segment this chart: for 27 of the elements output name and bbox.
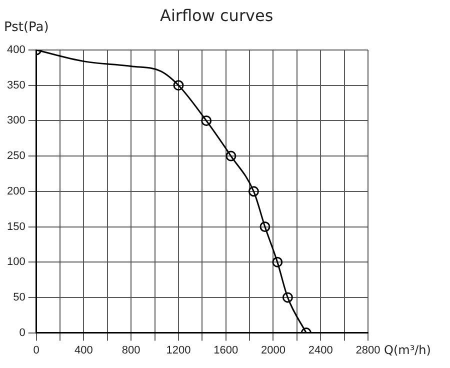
x-tick-label: 1600 — [214, 344, 238, 356]
x-axis-title: Q(m³/h) — [384, 343, 431, 357]
y-tick-label: 0 — [19, 326, 26, 339]
point — [282, 292, 293, 303]
x-tick-label: 1200 — [166, 344, 191, 356]
x-tick-label: 2000 — [261, 344, 286, 356]
y-tick-label: 350 — [6, 79, 26, 92]
point — [272, 256, 283, 268]
point — [201, 115, 212, 126]
y-tick-label: 100 — [6, 256, 26, 268]
point — [173, 80, 184, 91]
x-tick-label: 800 — [122, 344, 140, 356]
point — [248, 186, 259, 197]
y-tick-label: 50 — [13, 291, 26, 304]
y-tick-label: 250 — [6, 150, 26, 162]
point — [260, 222, 270, 232]
x-tick-label: 2400 — [308, 344, 333, 356]
y-tick-label: 200 — [6, 185, 26, 198]
point — [226, 150, 236, 162]
y-axis-title: Pst(Pa) — [4, 20, 49, 35]
x-tick-label: 0 — [33, 344, 40, 356]
y-tick-label: 300 — [6, 114, 26, 127]
y-tick-label: 150 — [6, 220, 26, 233]
x-tick-label: 2800 — [356, 344, 380, 356]
y-tick-label: 400 — [6, 44, 26, 56]
x-tick-label: 400 — [74, 344, 93, 356]
chart-title: Airflow curves — [160, 6, 274, 25]
